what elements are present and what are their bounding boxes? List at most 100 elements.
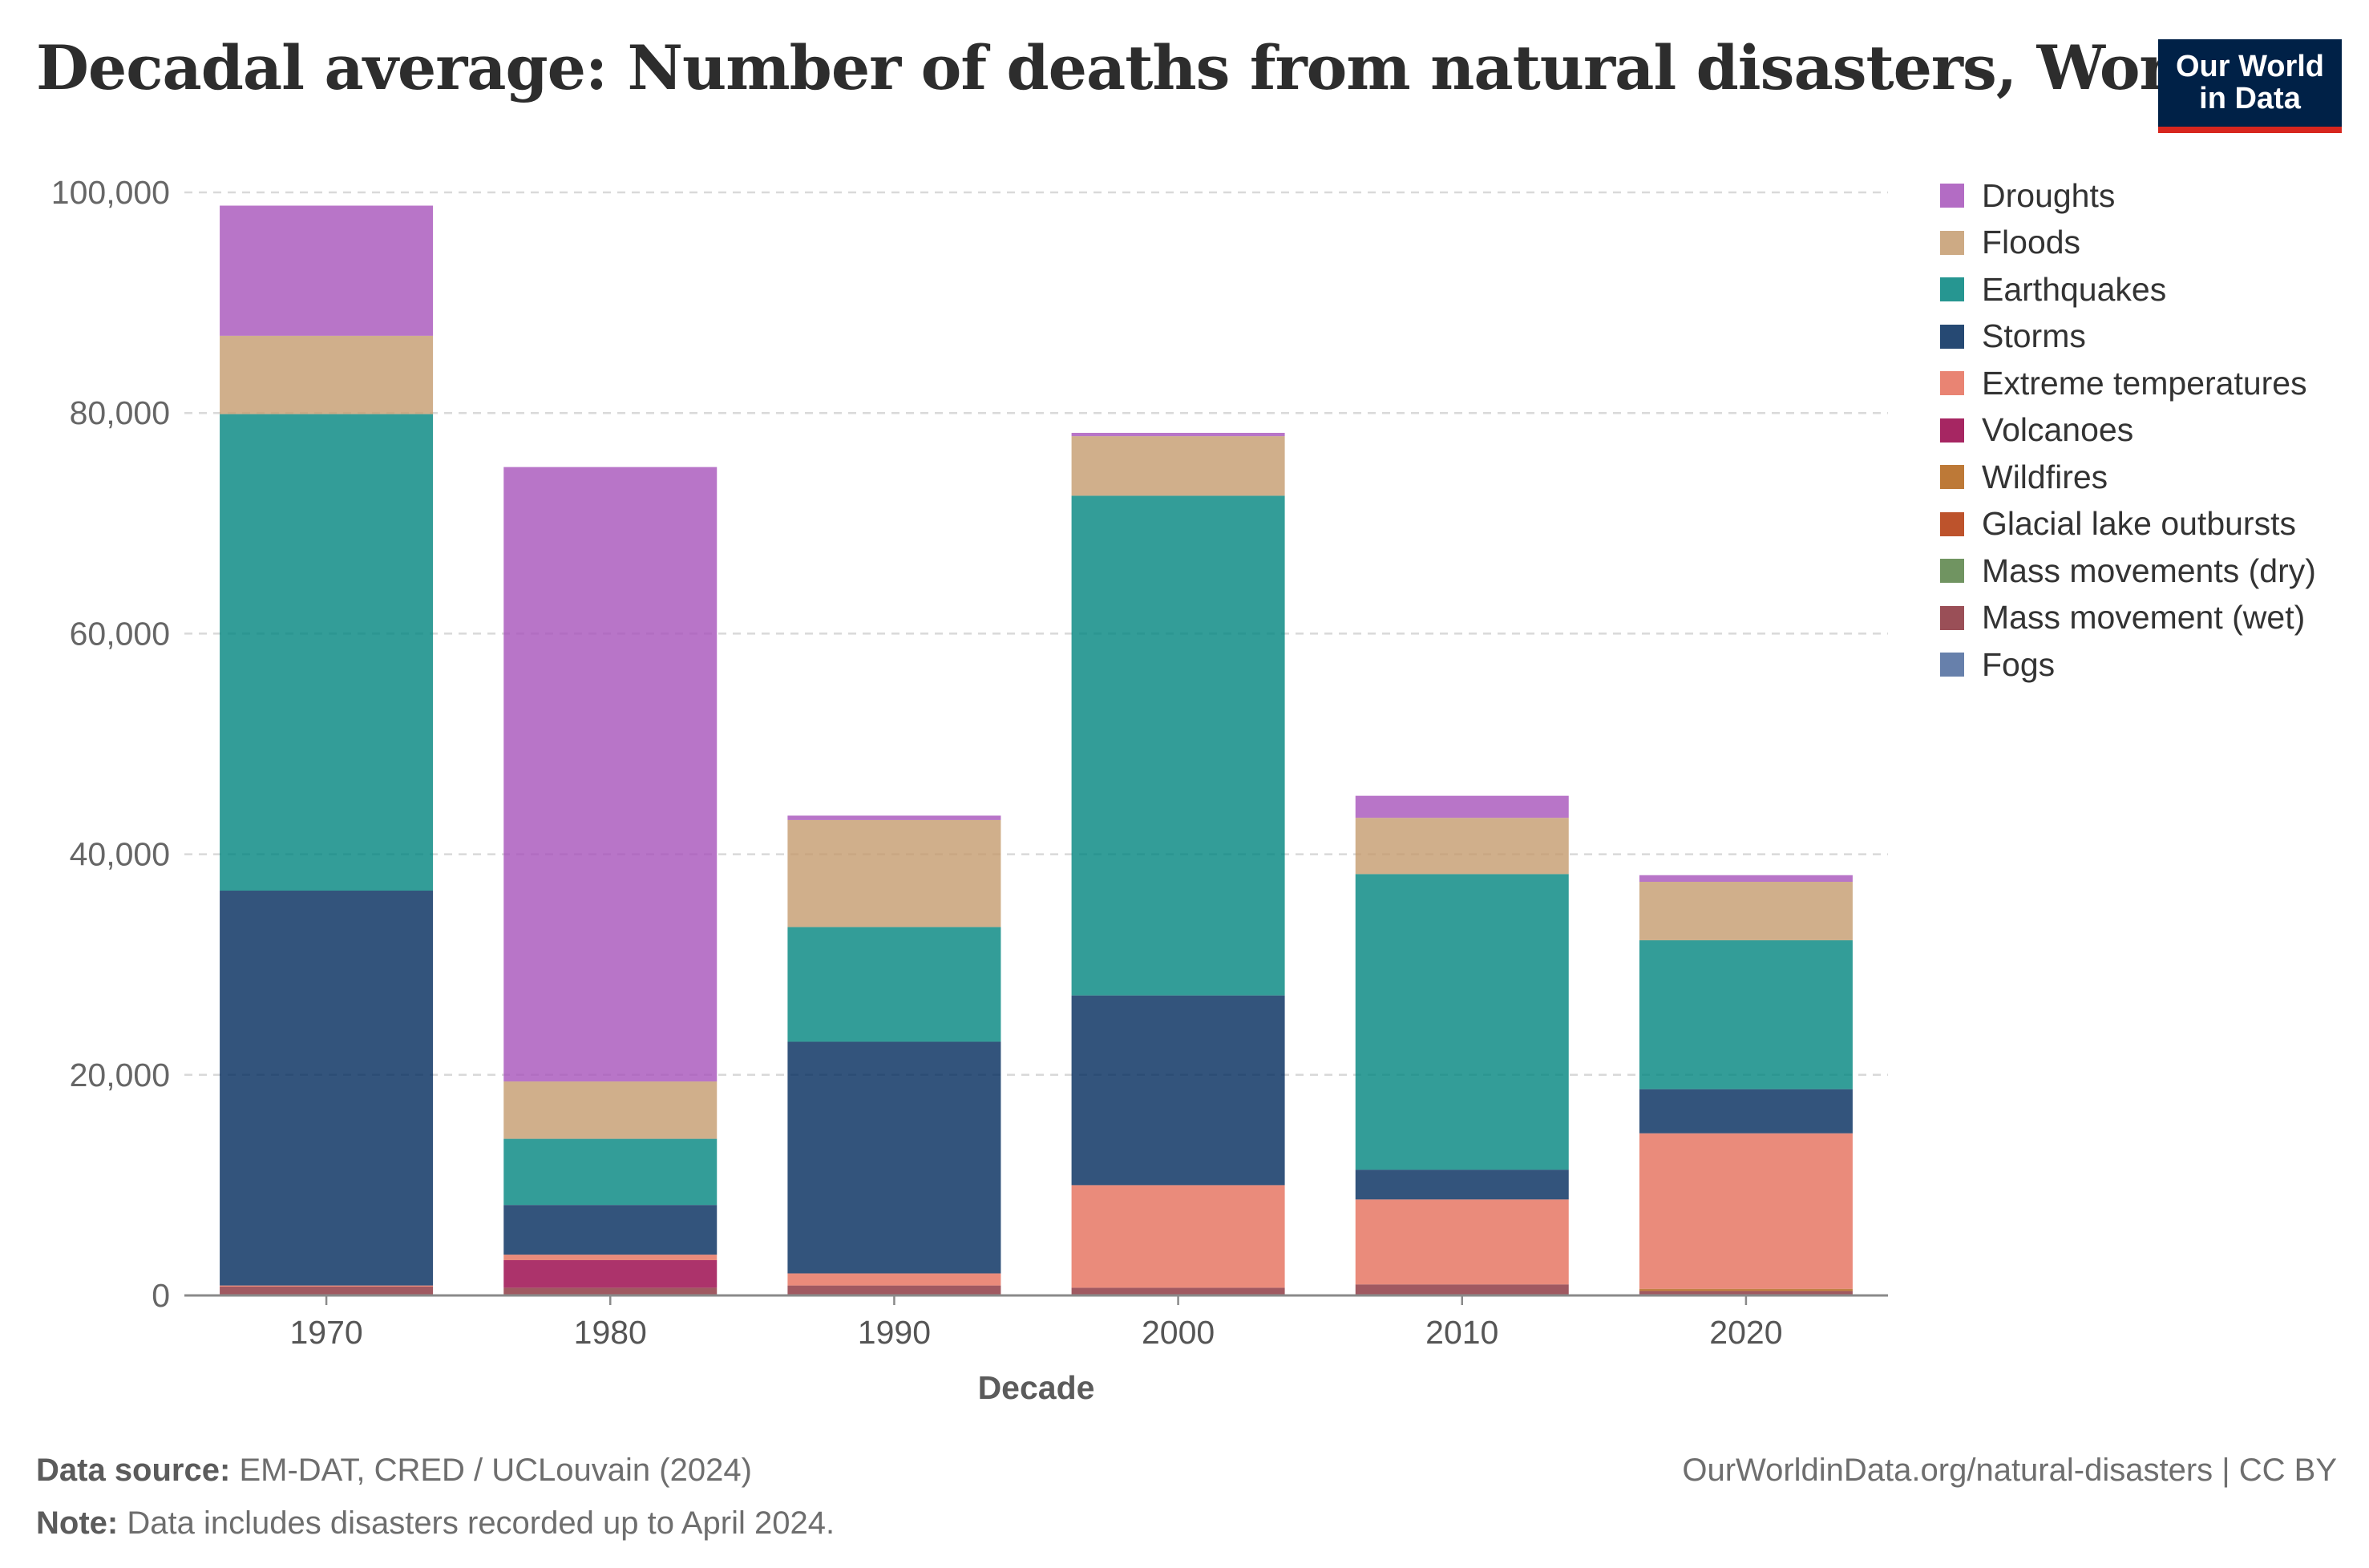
gridlines (184, 191, 1888, 1077)
legend-swatch (1940, 559, 1964, 584)
legend-swatch (1940, 465, 1964, 490)
data-source-text: EM-DAT, CRED / UCLouvain (2024) (239, 1453, 752, 1488)
bar-segment[interactable] (503, 467, 718, 1082)
bar-segment[interactable] (1639, 1288, 1853, 1291)
bar-segment[interactable] (1355, 1284, 1569, 1295)
bar-segment[interactable] (1071, 432, 1285, 437)
legend-item[interactable]: Droughts (1940, 172, 2316, 220)
legend-item[interactable]: Mass movement (wet) (1940, 595, 2316, 642)
bar-segment[interactable] (787, 927, 1001, 1042)
legend-item[interactable]: Glacial lake outbursts (1940, 501, 2316, 548)
bar-segment[interactable] (787, 819, 1001, 927)
logo-line-1: Our World (2175, 50, 2325, 83)
bar-segment[interactable] (503, 1255, 718, 1260)
owid-logo[interactable]: Our World in Data (2158, 39, 2342, 133)
legend-swatch (1940, 371, 1964, 396)
bars (220, 205, 1853, 1295)
bar-segment[interactable] (1071, 1287, 1285, 1295)
bar-segment[interactable] (1355, 1199, 1569, 1285)
bar-segment[interactable] (220, 891, 434, 1286)
y-tick-label: 80,000 (70, 394, 170, 431)
source-url[interactable]: OurWorldinData.org/natural-disasters | C… (1682, 1453, 2337, 1488)
bar-segment[interactable] (1639, 882, 1853, 940)
bar-segment[interactable] (503, 1138, 718, 1206)
bar-segment[interactable] (1071, 495, 1285, 996)
legend-label: Floods (1982, 224, 2081, 261)
bar-segment[interactable] (1639, 1133, 1853, 1289)
legend-label: Mass movement (wet) (1982, 599, 2306, 636)
legend-swatch (1940, 230, 1964, 255)
bar-segment[interactable] (787, 815, 1001, 820)
legend-item[interactable]: Floods (1940, 220, 2316, 267)
bar-segment[interactable] (1071, 1185, 1285, 1288)
bar-segment[interactable] (1071, 995, 1285, 1186)
data-note-text: Data includes disasters recorded up to A… (127, 1505, 835, 1541)
legend-swatch (1940, 418, 1964, 443)
bar-segment[interactable] (220, 1285, 434, 1287)
legend-item[interactable]: Wildfires (1940, 454, 2316, 501)
data-source-label: Data source: (36, 1453, 231, 1488)
legend-label: Glacial lake outbursts (1982, 505, 2296, 543)
bar-segment[interactable] (1639, 1089, 1853, 1134)
legend-label: Droughts (1982, 176, 2116, 214)
x-tick-label: 1990 (858, 1314, 931, 1351)
data-note: Note: Data includes disasters recorded u… (36, 1505, 835, 1542)
bar-segment[interactable] (220, 205, 434, 336)
legend-label: Mass movements (dry) (1982, 552, 2316, 589)
bar-segment[interactable] (1355, 818, 1569, 875)
bar-segment[interactable] (220, 414, 434, 891)
legend-item[interactable]: Storms (1940, 313, 2316, 361)
legend-item[interactable]: Mass movements (dry) (1940, 548, 2316, 595)
y-tick-label: 60,000 (70, 615, 170, 652)
legend-swatch (1940, 184, 1964, 208)
bar-segment[interactable] (787, 1285, 1001, 1295)
legend-swatch (1940, 605, 1964, 630)
bar-segment[interactable] (787, 1041, 1001, 1274)
legend-label: Fogs (1982, 645, 2056, 683)
chart-title: Decadal average: Number of deaths from n… (36, 32, 2236, 103)
y-tick-label: 100,000 (51, 174, 170, 211)
data-note-label: Note: (36, 1505, 119, 1541)
legend-item[interactable]: Earthquakes (1940, 266, 2316, 313)
bar-segment[interactable] (503, 1081, 718, 1139)
x-tick-label: 2010 (1425, 1314, 1498, 1351)
bar-segment[interactable] (503, 1205, 718, 1255)
legend-label: Storms (1982, 317, 2086, 355)
legend-item[interactable]: Volcanoes (1940, 407, 2316, 455)
x-tick-label: 2000 (1142, 1314, 1215, 1351)
axes: 0 20,000 40,000 60,000 80,000 100,000 1970 1980… (51, 174, 1888, 1406)
legend-swatch (1940, 511, 1964, 536)
bar-segment[interactable] (1639, 875, 1853, 882)
legend-swatch (1940, 324, 1964, 349)
legend-swatch (1940, 653, 1964, 677)
legend-label: Wildfires (1982, 458, 2108, 495)
bar-segment[interactable] (1639, 1291, 1853, 1295)
bar-segment[interactable] (787, 1273, 1001, 1286)
x-axis-label: Decade (978, 1369, 1095, 1406)
bar-segment[interactable] (503, 1259, 718, 1288)
bar-segment[interactable] (1355, 795, 1569, 818)
bar-segment[interactable] (1355, 1170, 1569, 1200)
bar-segment[interactable] (1639, 940, 1853, 1089)
bar-segment[interactable] (220, 335, 434, 414)
data-source: Data source: EM-DAT, CRED / UCLouvain (2… (36, 1453, 752, 1489)
x-tick-label: 1970 (289, 1314, 362, 1351)
legend-label: Extreme temperatures (1982, 364, 2307, 402)
y-tick-label: 40,000 (70, 836, 170, 873)
bar-segment[interactable] (1355, 874, 1569, 1170)
x-tick-label: 1980 (574, 1314, 647, 1351)
bar-segment[interactable] (503, 1287, 718, 1295)
bar-segment[interactable] (1071, 436, 1285, 496)
bar-segment[interactable] (220, 1286, 434, 1295)
y-tick-label: 0 (152, 1277, 170, 1314)
legend-item[interactable]: Fogs (1940, 641, 2316, 689)
logo-line-2: in Data (2199, 82, 2301, 115)
legend-swatch (1940, 277, 1964, 302)
legend-label: Volcanoes (1982, 411, 2134, 449)
x-tick-label: 2020 (1709, 1314, 1782, 1351)
legend-item[interactable]: Extreme temperatures (1940, 360, 2316, 407)
y-tick-label: 20,000 (70, 1057, 170, 1093)
legend-label: Earthquakes (1982, 270, 2167, 308)
legend: Droughts Floods Earthquakes Storms Extreme t… (1940, 172, 2316, 689)
